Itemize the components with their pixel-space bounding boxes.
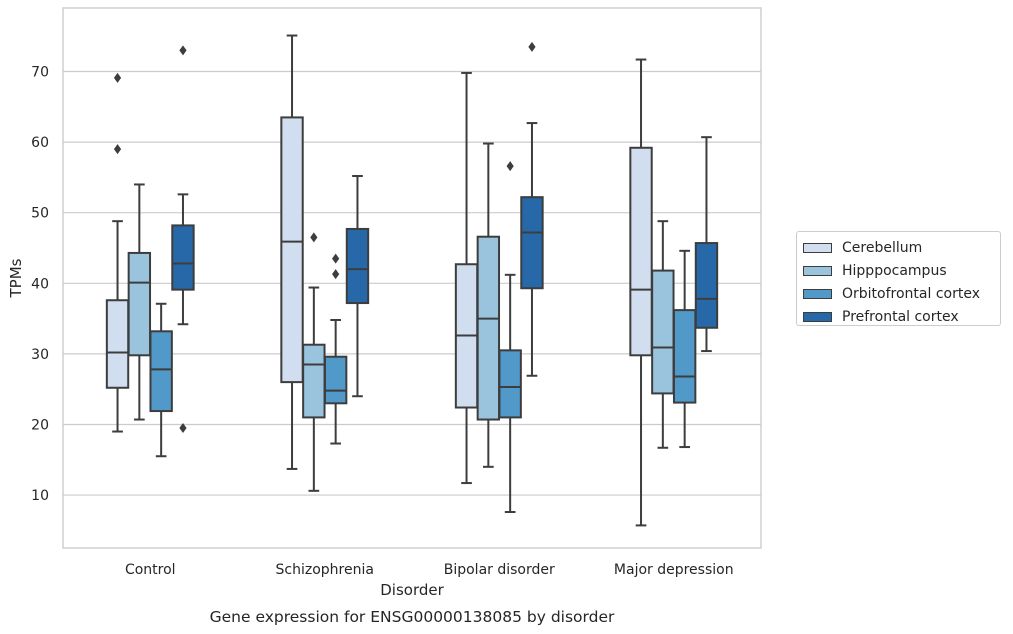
outlier-point xyxy=(506,161,514,172)
legend-item: Prefrontal cortex xyxy=(803,305,1000,328)
box-cerebellum xyxy=(629,58,653,527)
legend-label: Prefrontal cortex xyxy=(842,308,959,325)
iqr-box xyxy=(520,196,544,290)
x-tick-label: Major depression xyxy=(614,562,734,578)
x-tick-label: Bipolar disorder xyxy=(444,562,555,578)
legend-swatch xyxy=(803,265,832,276)
iqr-box xyxy=(498,349,522,419)
box-prefrontal-cortex xyxy=(520,41,544,377)
iqr-box xyxy=(651,269,675,395)
chart-title: Gene expression for ENSG00000138085 by d… xyxy=(210,608,615,626)
iqr-box xyxy=(171,224,195,291)
y-tick-label: 50 xyxy=(31,206,49,222)
chart-legend: Cerebellum Hipppocampus Orbitofrontal cort… xyxy=(796,231,1001,326)
legend-item: Hipppocampus xyxy=(803,259,1000,282)
box-cerebellum xyxy=(454,71,479,485)
y-axis-label: TPMs xyxy=(7,258,25,298)
y-tick-label: 60 xyxy=(31,135,49,151)
y-axis-ticks: 10 20 30 40 50 60 70 xyxy=(31,65,49,505)
box-cerebellum xyxy=(280,34,304,470)
box-orbitofrontal-cortex xyxy=(149,302,173,458)
outlier-point xyxy=(113,72,122,83)
box-cerebellum xyxy=(105,72,130,433)
iqr-box xyxy=(127,251,152,357)
y-tick-label: 70 xyxy=(31,65,49,81)
box-orbitofrontal-cortex xyxy=(672,249,697,449)
box-prefrontal-cortex xyxy=(694,136,719,353)
iqr-box xyxy=(280,116,304,384)
iqr-box xyxy=(694,242,719,329)
iqr-box xyxy=(323,355,348,405)
legend-label: Cerebellum xyxy=(842,239,923,256)
outlier-point xyxy=(528,41,536,52)
box-series xyxy=(105,34,719,527)
y-tick-label: 20 xyxy=(31,417,49,433)
iqr-box xyxy=(629,146,653,357)
legend-swatch xyxy=(803,242,832,253)
iqr-box xyxy=(105,299,130,389)
outlier-point xyxy=(310,232,318,243)
y-tick-label: 40 xyxy=(31,276,49,292)
outlier-point xyxy=(113,144,122,155)
x-axis-ticks: Control Schizophrenia Bipolar disorder Majo… xyxy=(125,562,734,578)
y-tick-label: 30 xyxy=(31,347,49,363)
box-prefrontal-cortex xyxy=(345,175,370,398)
x-axis-label: Disorder xyxy=(380,581,444,599)
box-orbitofrontal-cortex xyxy=(323,253,348,445)
box-hipppocampus xyxy=(476,142,501,468)
iqr-box xyxy=(302,343,326,419)
box-hipppocampus xyxy=(127,183,152,421)
legend-label: Orbitofrontal cortex xyxy=(842,285,980,302)
outlier-point xyxy=(332,269,340,280)
box-hipppocampus xyxy=(651,220,675,449)
y-tick-label: 10 xyxy=(31,488,49,504)
outlier-point xyxy=(179,423,187,433)
x-tick-label: Schizophrenia xyxy=(276,562,374,578)
legend-swatch xyxy=(803,311,832,322)
box-hipppocampus xyxy=(302,232,326,492)
iqr-box xyxy=(672,309,697,404)
legend-label: Hipppocampus xyxy=(842,262,947,279)
iqr-box xyxy=(345,227,370,305)
outlier-point xyxy=(332,253,340,264)
legend-item: Orbitofrontal cortex xyxy=(803,282,1000,305)
legend-swatch xyxy=(803,288,832,299)
legend-item: Cerebellum xyxy=(803,236,1000,259)
x-tick-label: Control xyxy=(125,562,176,578)
outlier-point xyxy=(179,45,187,56)
plot-area-frame xyxy=(62,7,762,549)
box-prefrontal-cortex xyxy=(171,45,195,433)
box-orbitofrontal-cortex xyxy=(498,161,522,513)
iqr-box xyxy=(476,235,501,421)
iqr-box xyxy=(149,330,173,413)
